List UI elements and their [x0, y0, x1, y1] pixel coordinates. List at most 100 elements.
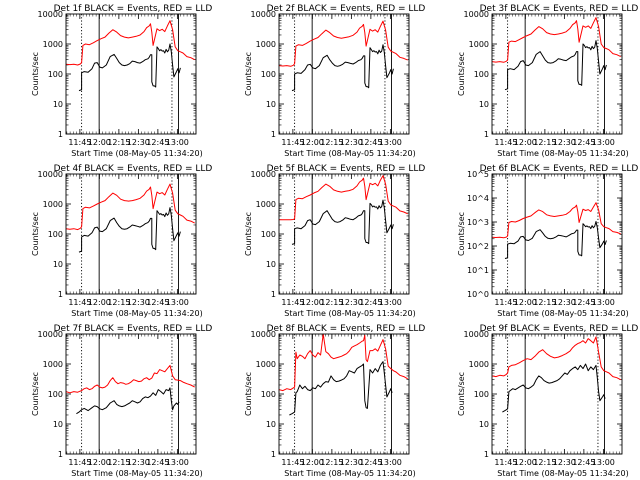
x-tick-label: 12:45 [146, 298, 169, 307]
plot-frame [491, 173, 623, 295]
x-tick-label: 12:15 [320, 298, 343, 307]
y-tick-label: 100 [261, 390, 276, 399]
panel-title: Det 1f BLACK = Events, RED = LLD [54, 4, 213, 14]
x-tick-label: 12:30 [127, 458, 150, 467]
y-tick-label: 10000 [464, 330, 489, 339]
x-tick-label: 12:00 [514, 458, 537, 467]
x-tick-label: 12:00 [301, 298, 324, 307]
detector-panel-2: Det 2f BLACK = Events, RED = LLD Counts/s… [244, 4, 425, 158]
x-tick-label: 13:00 [592, 458, 615, 467]
y-tick-label: 100 [48, 70, 63, 79]
x-tick-label: 13:00 [166, 458, 189, 467]
y-tick-label: 1000 [43, 360, 63, 369]
y-tick-label: 10 [53, 260, 63, 269]
x-axis-label: Start Time (08-May-05 11:34:20) [284, 309, 415, 318]
y-tick-label: 10 [266, 100, 276, 109]
events-series-line [291, 199, 394, 245]
lld-series-line [491, 336, 621, 381]
x-tick-label: 11:45 [281, 298, 304, 307]
y-tick-label: 10^2 [467, 242, 489, 251]
y-tick-label: 10000 [464, 10, 489, 19]
x-tick-label: 12:30 [340, 298, 363, 307]
lld-series-line [279, 175, 408, 221]
x-axis-label: Start Time (08-May-05 11:34:20) [497, 309, 628, 318]
y-tick-label: 10000 [251, 170, 276, 179]
detector-panel-5: Det 5f BLACK = Events, RED = LLD Counts/s… [244, 164, 425, 318]
y-tick-label: 10^4 [467, 194, 489, 203]
x-tick-label: 12:45 [146, 138, 169, 147]
lld-series-line [491, 17, 621, 63]
detector-panel-9: Det 9f BLACK = Events, RED = LLD Counts/s… [457, 324, 638, 478]
x-tick-label: 12:15 [533, 458, 556, 467]
y-tick-label: 1 [484, 450, 489, 459]
y-tick-label: 10 [266, 260, 276, 269]
x-tick-label: 12:00 [88, 298, 111, 307]
events-series-line [504, 40, 607, 91]
x-tick-label: 12:30 [127, 138, 150, 147]
y-tick-label: 1000 [256, 200, 276, 209]
x-tick-label: 12:30 [553, 298, 576, 307]
x-tick-label: 11:45 [281, 138, 304, 147]
lld-series-line [491, 202, 621, 239]
panel-title: Det 8f BLACK = Events, RED = LLD [267, 324, 426, 334]
x-tick-label: 11:45 [494, 298, 517, 307]
y-tick-label: 10000 [38, 10, 63, 19]
panel-title: Det 9f BLACK = Events, RED = LLD [480, 324, 639, 334]
panel-title: Det 7f BLACK = Events, RED = LLD [54, 324, 213, 334]
plot-frame [278, 173, 410, 295]
y-tick-label: 1 [58, 450, 63, 459]
panel-title: Det 5f BLACK = Events, RED = LLD [267, 164, 426, 174]
x-tick-label: 12:15 [533, 298, 556, 307]
x-tick-label: 12:45 [572, 458, 595, 467]
x-tick-label: 12:15 [533, 138, 556, 147]
y-tick-label: 10 [266, 420, 276, 429]
y-tick-label: 10^0 [467, 290, 489, 299]
detector-panel-3: Det 3f BLACK = Events, RED = LLD Counts/s… [457, 4, 638, 158]
x-tick-label: 12:00 [88, 458, 111, 467]
x-tick-label: 12:45 [359, 458, 382, 467]
x-tick-label: 12:45 [359, 138, 382, 147]
y-tick-label: 1000 [256, 360, 276, 369]
y-tick-label: 10 [479, 420, 489, 429]
plot-frame [65, 13, 197, 135]
y-tick-label: 1000 [469, 40, 489, 49]
y-tick-label: 1000 [469, 360, 489, 369]
y-tick-label: 1 [271, 130, 276, 139]
plot-frame [278, 13, 410, 135]
x-tick-label: 12:45 [572, 298, 595, 307]
x-tick-label: 12:00 [88, 138, 111, 147]
panel-title: Det 6f BLACK = Events, RED = LLD [480, 164, 639, 174]
x-tick-label: 12:30 [553, 138, 576, 147]
x-tick-label: 12:30 [340, 138, 363, 147]
y-tick-label: 100 [261, 70, 276, 79]
y-axis-label: Counts/sec [457, 52, 466, 96]
lld-series-line [278, 333, 408, 392]
y-tick-label: 10 [53, 420, 63, 429]
x-axis-label: Start Time (08-May-05 11:34:20) [71, 469, 202, 478]
y-tick-label: 10^5 [467, 170, 489, 179]
events-series-line [76, 387, 180, 415]
detector-panel-6: Det 6f BLACK = Events, RED = LLD Counts/s… [457, 164, 638, 318]
x-tick-label: 12:30 [127, 298, 150, 307]
y-axis-label: Counts/sec [457, 212, 466, 256]
x-tick-label: 12:15 [107, 298, 130, 307]
y-tick-label: 10000 [251, 330, 276, 339]
x-tick-label: 12:45 [146, 458, 169, 467]
detector-panel-1: Det 1f BLACK = Events, RED = LLD Counts/s… [31, 4, 212, 158]
x-tick-label: 12:00 [301, 138, 324, 147]
y-axis-label: Counts/sec [31, 212, 40, 256]
lld-series-line [65, 183, 195, 231]
x-tick-label: 13:00 [166, 298, 189, 307]
x-tick-label: 11:45 [281, 458, 304, 467]
x-tick-label: 11:45 [68, 458, 91, 467]
x-tick-label: 12:00 [301, 458, 324, 467]
y-tick-label: 100 [48, 230, 63, 239]
x-axis-label: Start Time (08-May-05 11:34:20) [497, 469, 628, 478]
x-axis-label: Start Time (08-May-05 11:34:20) [284, 149, 415, 158]
events-series-line [78, 43, 181, 92]
y-axis-label: Counts/sec [244, 52, 253, 96]
y-tick-label: 10000 [251, 10, 276, 19]
y-tick-label: 100 [474, 390, 489, 399]
events-series-line [291, 44, 394, 92]
